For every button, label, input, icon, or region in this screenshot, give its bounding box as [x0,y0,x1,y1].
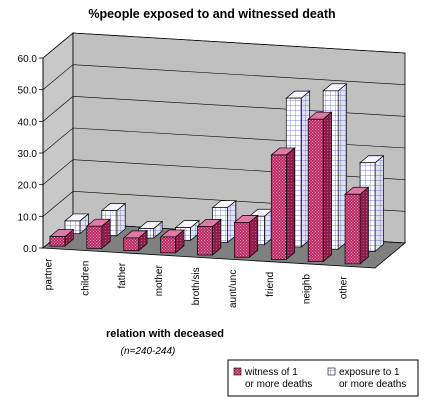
bar-witness-2-front [123,237,140,251]
legend: witness of 1 or more deaths exposure to 1… [227,359,419,397]
x-tick-label: father [117,262,128,288]
bar-witness-1-front [86,225,103,249]
legend-swatch-witness [233,367,242,376]
bar-witness-7-front [307,118,324,263]
bar-witness-8-front [344,193,361,265]
y-axis-ticks: 0.0 10.0 20.0 30.0 40.0 50.0 60.0 [18,54,44,255]
legend-label-witness: witness of 1 or more deaths [244,367,312,390]
sample-size-note: (n=240-244) [121,346,176,357]
x-axis-label: relation with deceased [106,328,224,340]
bar-witness-4-front [197,226,213,256]
bar-witness-4 [196,218,222,256]
bar-witness-3-front [160,236,176,254]
y-tick-label: 50.0 [18,86,38,97]
bar-witness-8 [344,186,370,265]
x-tick-label: broth/sis [191,267,202,305]
bar-witness-7-side [322,111,332,263]
bars [48,83,385,265]
x-tick-label: mother [154,265,165,297]
y-tick-label: 30.0 [18,149,38,160]
x-tick-label: partner [43,258,54,290]
y-tick-label: 20.0 [18,181,38,192]
x-tick-label: aunt/unc [228,270,239,308]
bar-witness-3 [159,229,185,254]
x-tick-label: friend [265,272,276,297]
bar-witness-6 [270,147,296,261]
y-tick-label: 40.0 [18,117,38,128]
gridline [42,32,406,59]
bar-witness-1 [85,218,112,250]
x-tick-label: other [339,276,350,299]
gridline [42,64,406,90]
bar-witness-5-front [234,222,250,258]
bar-witness-0-front [49,236,66,247]
legend-box [227,359,419,397]
legend-label-exposure: exposure to 1 or more deaths [339,367,406,390]
x-axis-ticks: partner children father mother broth/sis aunt… [43,258,349,308]
x-tick-label: children [80,261,91,296]
bar-witness-6-front [270,154,287,260]
y-tick-label: 10.0 [18,212,38,223]
y-tick-label: 0.0 [23,244,37,255]
chart-title: %people exposed to and witnessed death [88,7,335,21]
bar-exposure-8-side [374,154,384,253]
bar-witness-6-side [285,147,296,261]
x-tick-label: neighb [302,274,313,304]
bar-witness-7 [307,111,333,263]
bar-witness-5 [233,214,259,258]
bar-witness-0 [48,228,75,247]
y-tick-label: 60.0 [18,54,38,65]
bar-witness-2 [122,230,149,252]
bar-witness-8-side [359,186,369,265]
legend-swatch-exposure [327,367,336,376]
